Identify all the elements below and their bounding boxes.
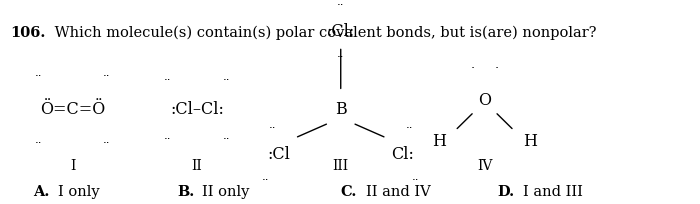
- Text: :Cl–Cl:: :Cl–Cl:: [170, 101, 224, 119]
- Text: ··: ··: [35, 70, 43, 83]
- Text: II only: II only: [202, 185, 249, 199]
- Text: ··: ··: [103, 137, 111, 150]
- Text: ··: ··: [223, 74, 230, 86]
- Text: ··: ··: [337, 51, 344, 64]
- Text: IV: IV: [477, 159, 492, 173]
- Text: I: I: [70, 159, 76, 173]
- Text: B.: B.: [177, 185, 195, 199]
- Text: ··: ··: [262, 174, 270, 187]
- Text: ··: ··: [337, 0, 344, 12]
- Text: ··: ··: [35, 137, 43, 150]
- Text: D.: D.: [498, 185, 514, 199]
- Text: 106.: 106.: [10, 26, 46, 40]
- Text: :Cl:: :Cl:: [327, 23, 355, 40]
- Text: ··: ··: [164, 74, 172, 86]
- Text: ··: ··: [412, 174, 420, 187]
- Text: B: B: [335, 101, 346, 119]
- Text: C.: C.: [341, 185, 357, 199]
- Text: H: H: [524, 133, 538, 150]
- Text: ··: ··: [164, 133, 172, 146]
- Text: Cl:: Cl:: [391, 146, 414, 163]
- Text: ·: ·: [494, 62, 498, 75]
- Text: A.: A.: [34, 185, 50, 199]
- Text: O: O: [478, 92, 491, 109]
- Text: ··: ··: [405, 122, 413, 135]
- Text: III: III: [332, 159, 349, 173]
- Text: ··: ··: [223, 133, 230, 146]
- Text: I only: I only: [58, 185, 100, 199]
- Text: II and IV: II and IV: [365, 185, 430, 199]
- Text: H: H: [432, 133, 446, 150]
- Text: ·: ·: [471, 62, 475, 75]
- Text: I and III: I and III: [522, 185, 582, 199]
- Text: ··: ··: [103, 70, 111, 83]
- Text: Which molecule(s) contain(s) polar covalent bonds, but is(are) nonpolar?: Which molecule(s) contain(s) polar coval…: [50, 26, 596, 40]
- Text: ··: ··: [268, 122, 276, 135]
- Text: :Cl: :Cl: [267, 146, 290, 163]
- Text: Ö=C=Ö: Ö=C=Ö: [40, 101, 105, 119]
- Text: II: II: [192, 159, 202, 173]
